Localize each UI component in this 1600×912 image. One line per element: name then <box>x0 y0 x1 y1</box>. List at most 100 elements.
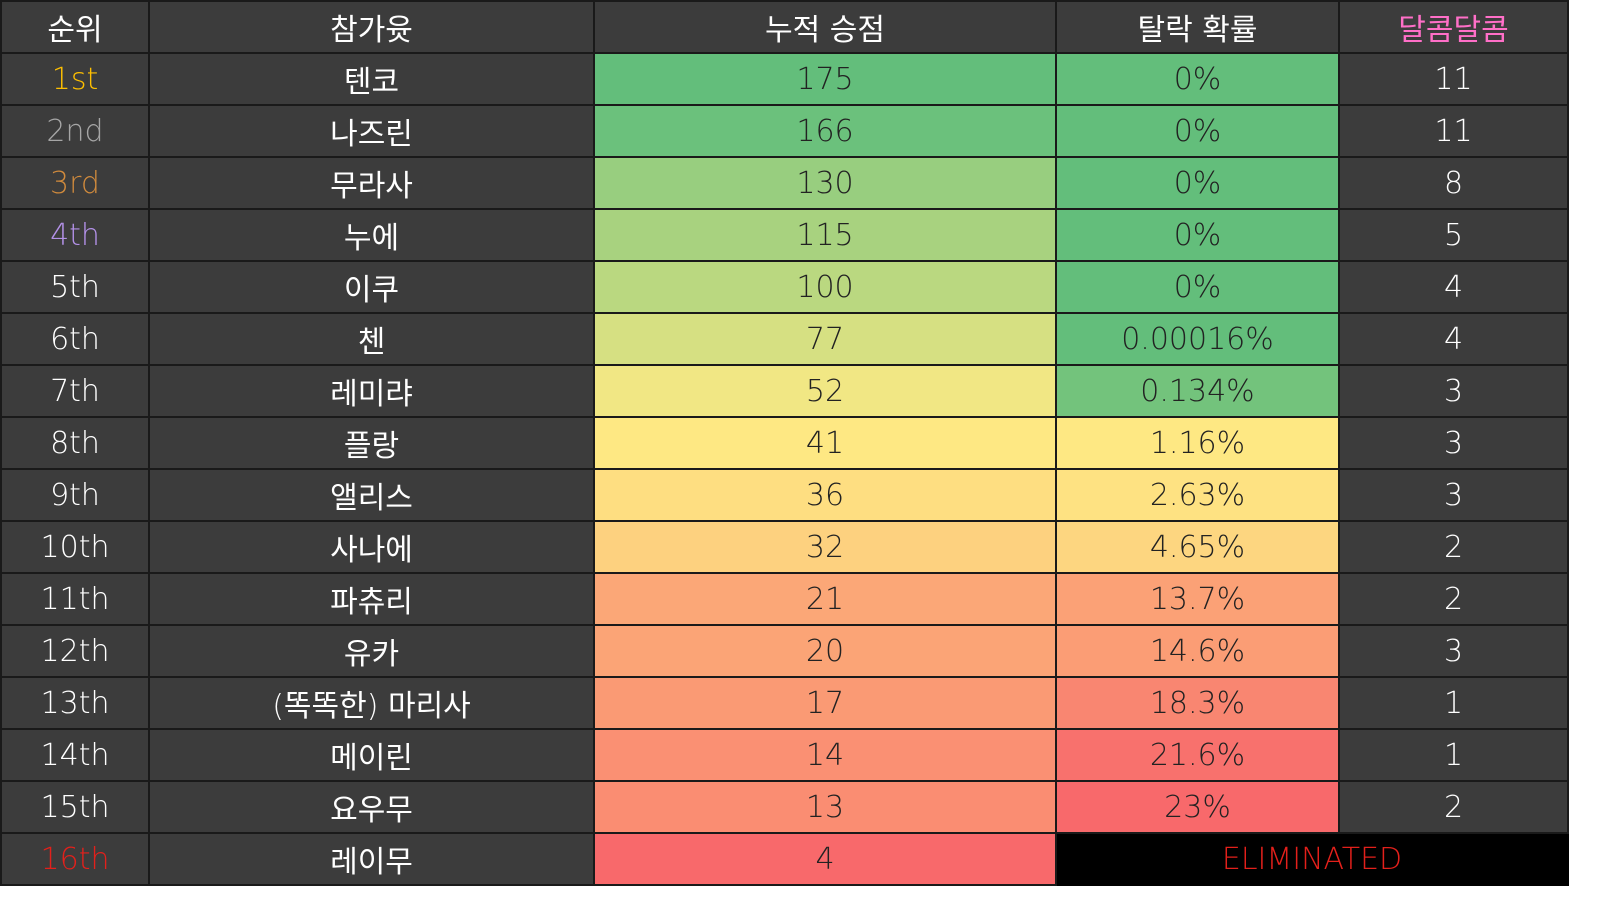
sweet-count: 11 <box>1338 104 1569 158</box>
rank: 2nd <box>0 104 150 158</box>
header-cell: 탈락 확률 <box>1055 0 1340 54</box>
table-row: 2nd 나즈린 166 0% 11 <box>0 104 1569 158</box>
points: 21 <box>593 572 1057 626</box>
points: 115 <box>593 208 1057 262</box>
sweet-count: 8 <box>1338 156 1569 210</box>
points: 20 <box>593 624 1057 678</box>
table-row: 12th 유카 20 14.6% 3 <box>0 624 1569 678</box>
rank: 14th <box>0 728 150 782</box>
table-row: 8th 플랑 41 1.16% 3 <box>0 416 1569 470</box>
table-row: 7th 레미랴 52 0.134% 3 <box>0 364 1569 418</box>
rank: 7th <box>0 364 150 418</box>
elimination-chance: 0% <box>1055 208 1340 262</box>
rank: 13th <box>0 676 150 730</box>
table-row: 14th 메이린 14 21.6% 1 <box>0 728 1569 782</box>
rank: 6th <box>0 312 150 366</box>
header-cell: 순위 <box>0 0 150 54</box>
name: 레이무 <box>148 832 595 886</box>
points: 41 <box>593 416 1057 470</box>
elimination-chance: 18.3% <box>1055 676 1340 730</box>
sweet-count: 3 <box>1338 468 1569 522</box>
sweet-count: 1 <box>1338 676 1569 730</box>
points: 4 <box>593 832 1057 886</box>
name: 나즈린 <box>148 104 595 158</box>
sweet-count: 2 <box>1338 780 1569 834</box>
name: (똑똑한) 마리사 <box>148 676 595 730</box>
elimination-chance: 21.6% <box>1055 728 1340 782</box>
points: 166 <box>593 104 1057 158</box>
name: 이쿠 <box>148 260 595 314</box>
name: 플랑 <box>148 416 595 470</box>
points: 13 <box>593 780 1057 834</box>
sweet-count: 5 <box>1338 208 1569 262</box>
sweet-count: 2 <box>1338 520 1569 574</box>
header-cell: 참가윳 <box>148 0 595 54</box>
elimination-chance: 0% <box>1055 156 1340 210</box>
name: 파츄리 <box>148 572 595 626</box>
table-row: 15th 요우무 13 23% 2 <box>0 780 1569 834</box>
name: 메이린 <box>148 728 595 782</box>
elimination-chance: 2.63% <box>1055 468 1340 522</box>
rank: 1st <box>0 52 150 106</box>
name: 유카 <box>148 624 595 678</box>
points: 32 <box>593 520 1057 574</box>
name: 사나에 <box>148 520 595 574</box>
elimination-chance: ELIMINATED <box>1055 832 1569 886</box>
name: 요우무 <box>148 780 595 834</box>
name: 텐코 <box>148 52 595 106</box>
table-row: 1st 텐코 175 0% 11 <box>0 52 1569 106</box>
points: 52 <box>593 364 1057 418</box>
name: 앨리스 <box>148 468 595 522</box>
name: 레미랴 <box>148 364 595 418</box>
standings-table: 순위 참가윳 누적 승점 탈락 확률 달콤달콤 1st 텐코 175 0% 11 2nd 나즈린 166… <box>0 0 1569 886</box>
points: 100 <box>593 260 1057 314</box>
table-row: 10th 사나에 32 4.65% 2 <box>0 520 1569 574</box>
sweet-count: 4 <box>1338 312 1569 366</box>
points: 14 <box>593 728 1057 782</box>
header-cell: 달콤달콤 <box>1338 0 1569 54</box>
rank: 8th <box>0 416 150 470</box>
sweet-count: 2 <box>1338 572 1569 626</box>
rank: 4th <box>0 208 150 262</box>
elimination-chance: 14.6% <box>1055 624 1340 678</box>
table-row: 9th 앨리스 36 2.63% 3 <box>0 468 1569 522</box>
header-row: 순위 참가윳 누적 승점 탈락 확률 달콤달콤 <box>0 0 1569 54</box>
rank: 12th <box>0 624 150 678</box>
sweet-count: 3 <box>1338 364 1569 418</box>
elimination-chance: 0.00016% <box>1055 312 1340 366</box>
name: 누에 <box>148 208 595 262</box>
rank: 10th <box>0 520 150 574</box>
elimination-chance: 23% <box>1055 780 1340 834</box>
rank: 3rd <box>0 156 150 210</box>
table-row: 6th 첸 77 0.00016% 4 <box>0 312 1569 366</box>
points: 130 <box>593 156 1057 210</box>
points: 175 <box>593 52 1057 106</box>
rank: 16th <box>0 832 150 886</box>
points: 36 <box>593 468 1057 522</box>
sweet-count: 11 <box>1338 52 1569 106</box>
header-cell: 누적 승점 <box>593 0 1057 54</box>
table-row: 4th 누에 115 0% 5 <box>0 208 1569 262</box>
table-row: 13th (똑똑한) 마리사 17 18.3% 1 <box>0 676 1569 730</box>
table-row: 3rd 무라사 130 0% 8 <box>0 156 1569 210</box>
elimination-chance: 0.134% <box>1055 364 1340 418</box>
rank: 9th <box>0 468 150 522</box>
sweet-count: 3 <box>1338 416 1569 470</box>
sweet-count: 3 <box>1338 624 1569 678</box>
table-row: 16th 레이무 4 ELIMINATED <box>0 832 1569 886</box>
sweet-count: 4 <box>1338 260 1569 314</box>
elimination-chance: 13.7% <box>1055 572 1340 626</box>
elimination-chance: 4.65% <box>1055 520 1340 574</box>
elimination-chance: 0% <box>1055 52 1340 106</box>
elimination-chance: 0% <box>1055 260 1340 314</box>
points: 77 <box>593 312 1057 366</box>
rank: 11th <box>0 572 150 626</box>
name: 첸 <box>148 312 595 366</box>
elimination-chance: 1.16% <box>1055 416 1340 470</box>
rank: 5th <box>0 260 150 314</box>
rank: 15th <box>0 780 150 834</box>
points: 17 <box>593 676 1057 730</box>
name: 무라사 <box>148 156 595 210</box>
sweet-count: 1 <box>1338 728 1569 782</box>
